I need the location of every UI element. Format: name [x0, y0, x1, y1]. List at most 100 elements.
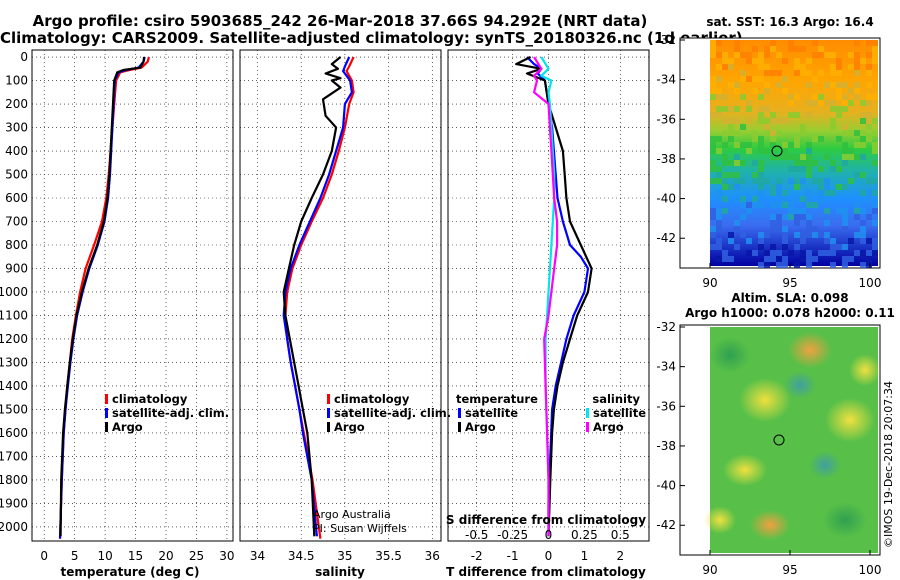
sst-pixel: [800, 250, 806, 256]
sst-pixel: [872, 130, 878, 136]
imos-stamp: ©IMOS 19-Dec-2018 20:07:34: [882, 381, 895, 548]
secondary-x-tick-label: -0.25: [497, 528, 528, 542]
sst-pixel: [788, 40, 794, 46]
sst-pixel: [842, 154, 848, 160]
sst-pixel: [734, 184, 740, 190]
sst-pixel: [758, 52, 764, 58]
sst-pixel: [830, 118, 836, 124]
sla-title-line1: Altim. SLA: 0.098: [731, 291, 848, 305]
sst-pixel: [812, 76, 818, 82]
sst-pixel: [794, 196, 800, 202]
legend-label: Argo: [593, 420, 624, 434]
sst-pixel: [842, 208, 848, 214]
sst-pixel: [728, 124, 734, 130]
sst-pixel: [824, 184, 830, 190]
sst-pixel: [776, 52, 782, 58]
sst-pixel: [824, 82, 830, 88]
sst-pixel: [854, 52, 860, 58]
sst-pixel: [734, 142, 740, 148]
sst-pixel: [800, 232, 806, 238]
sst-pixel: [758, 118, 764, 124]
sst-pixel: [710, 40, 716, 46]
sst-pixel: [740, 178, 746, 184]
sst-pixel: [806, 58, 812, 64]
legend-label: satellite: [465, 406, 518, 420]
sst-pixel: [806, 160, 812, 166]
sst-pixel: [746, 202, 752, 208]
sst-pixel: [812, 52, 818, 58]
depth-tick-label: 200: [5, 97, 28, 111]
sst-pixel: [782, 226, 788, 232]
sst-pixel: [842, 130, 848, 136]
sst-pixel: [794, 94, 800, 100]
panel-frame: [239, 49, 442, 542]
sst-pixel: [758, 94, 764, 100]
sla-map: [679, 324, 881, 556]
sst-pixel: [770, 112, 776, 118]
sst-pixel: [872, 202, 878, 208]
sst-pixel: [794, 232, 800, 238]
sst-pixel: [740, 76, 746, 82]
sst-pixel: [752, 46, 758, 52]
credit-line1: Argo Australia: [313, 508, 391, 521]
sst-pixel: [800, 214, 806, 220]
sst-pixel: [860, 190, 866, 196]
sst-pixel: [764, 118, 770, 124]
sst-pixel: [734, 130, 740, 136]
x-tick-label: 2: [616, 549, 624, 563]
sst-pixel: [758, 238, 764, 244]
sst-pixel: [872, 208, 878, 214]
sst-pixel: [866, 178, 872, 184]
sst-pixel: [776, 220, 782, 226]
map-lat-label: -36: [656, 399, 676, 413]
sst-pixel: [860, 262, 866, 268]
sst-pixel: [806, 232, 812, 238]
sst-pixel: [860, 118, 866, 124]
depth-tick-label: 400: [5, 144, 28, 158]
sst-pixel: [758, 160, 764, 166]
sst-pixel: [830, 250, 836, 256]
sst-pixel: [722, 160, 728, 166]
sst-pixel: [860, 226, 866, 232]
sst-pixel: [722, 154, 728, 160]
sst-pixel: [746, 76, 752, 82]
sst-pixel: [842, 184, 848, 190]
sst-pixel: [782, 148, 788, 154]
x-tick-label: 0: [545, 549, 553, 563]
sst-pixel: [716, 94, 722, 100]
sst-pixel: [794, 70, 800, 76]
map-lat-label: -32: [656, 320, 676, 334]
sst-pixel: [830, 52, 836, 58]
sst-pixel: [860, 58, 866, 64]
sst-pixel: [812, 226, 818, 232]
map-lon-label: 100: [859, 276, 882, 290]
sst-pixel: [854, 250, 860, 256]
sst-pixel: [830, 190, 836, 196]
sst-pixel: [788, 214, 794, 220]
x-tick-label: 15: [128, 549, 143, 563]
sst-pixel: [716, 148, 722, 154]
legend-label: climatology: [112, 392, 188, 406]
sst-pixel: [758, 58, 764, 64]
legend-swatch-s-satellite: [586, 408, 589, 418]
sst-pixel: [776, 70, 782, 76]
sst-pixel: [770, 136, 776, 142]
sst-pixel: [830, 244, 836, 250]
sst-pixel: [770, 154, 776, 160]
sst-pixel: [830, 262, 836, 268]
sla-title-line2: Argo h1000: 0.078 h2000: 0.11: [685, 306, 895, 320]
sst-pixel: [758, 202, 764, 208]
sst-pixel: [716, 166, 722, 172]
sst-pixel: [722, 52, 728, 58]
sst-pixel: [758, 178, 764, 184]
sst-pixel: [734, 46, 740, 52]
sst-pixel: [842, 124, 848, 130]
sst-pixel: [806, 100, 812, 106]
sst-pixel: [830, 70, 836, 76]
temperature-panel: 0 5 10 15 20 25 30: [31, 49, 235, 563]
sst-pixel: [740, 232, 746, 238]
sst-pixel: [722, 58, 728, 64]
sst-pixel: [740, 196, 746, 202]
sst-pixel: [710, 112, 716, 118]
